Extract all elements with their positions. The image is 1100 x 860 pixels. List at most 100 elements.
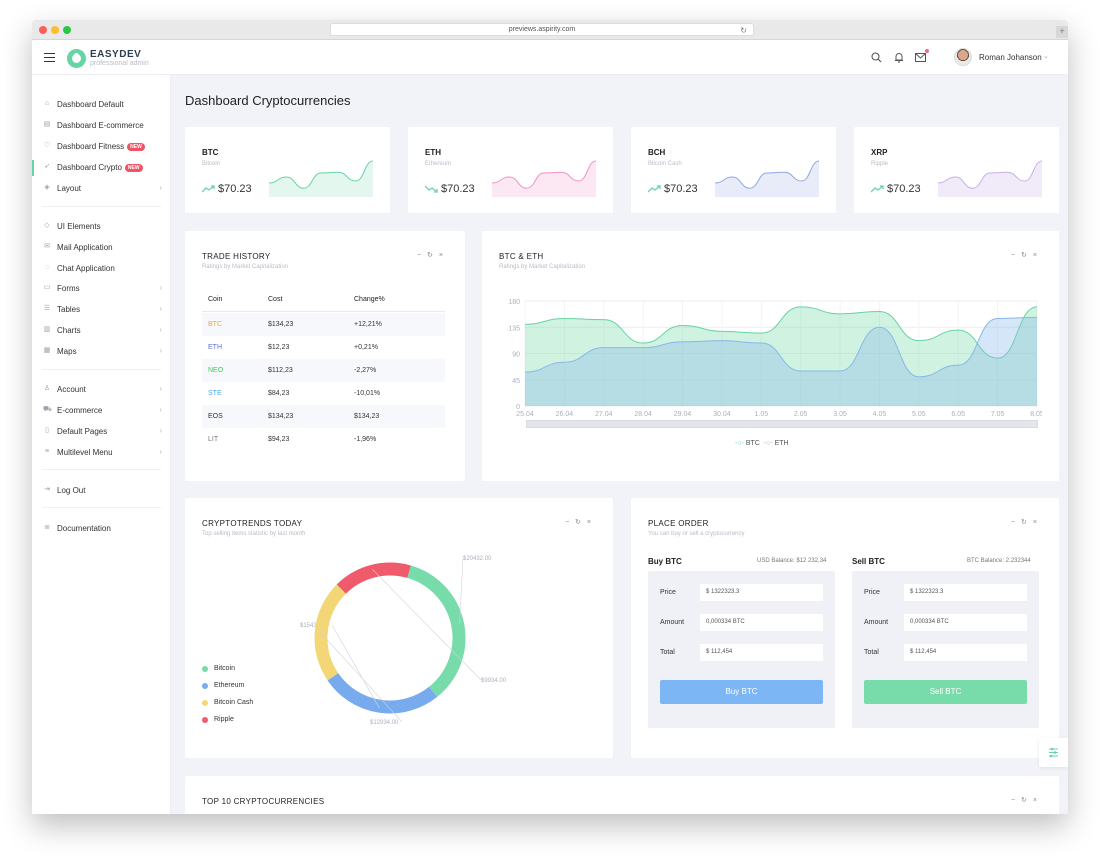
table-row[interactable]: STE $84,23 -10,01% (202, 382, 445, 405)
sidebar-item-documentation[interactable]: ≣ Documentation (32, 521, 171, 537)
hamburger-menu-icon[interactable] (44, 53, 55, 62)
buy-heading: Buy BTC (648, 557, 682, 566)
coin-price: $70.23 (218, 183, 252, 195)
buy-amount-input[interactable]: 0,000334 BTC (700, 614, 823, 631)
file-icon: ▭ (43, 284, 51, 291)
card-controls: −↻× (1011, 796, 1043, 804)
refresh-icon[interactable]: ↻ (427, 252, 439, 259)
table-row[interactable]: EOS $134,23 $134,23 (202, 405, 445, 428)
buy-button[interactable]: Buy BTC (660, 680, 823, 704)
avatar[interactable] (954, 48, 972, 66)
coin-price: $70.23 (441, 183, 475, 195)
sidebar-item-chat-application[interactable]: ◌ Chat Application (32, 261, 171, 277)
minimize-icon[interactable]: − (1010, 519, 1022, 526)
coin-card-eth[interactable]: ETH Ethereum $70.23 (408, 127, 613, 213)
table-row[interactable]: ETH $12,23 +0,21% (202, 336, 445, 359)
sidebar-item-label: Dashboard Crypto (57, 163, 122, 172)
refresh-icon[interactable]: ↻ (1021, 252, 1033, 259)
close-icon[interactable]: × (586, 519, 597, 526)
sidebar-item-tables[interactable]: ☰ Tables › (32, 302, 171, 318)
reload-icon[interactable]: ↻ (740, 26, 747, 35)
legend-label[interactable]: ETH (774, 440, 789, 447)
sell-amount-input[interactable]: 0,000334 BTC (904, 614, 1027, 631)
bell-icon[interactable] (894, 52, 904, 63)
x-tick-label: 3.05 (833, 411, 847, 418)
column-header: Coin (208, 296, 223, 303)
new-tab-button[interactable]: + (1056, 26, 1068, 38)
sidebar-item-layout[interactable]: ◈ Layout › (32, 181, 171, 197)
legend-label[interactable]: BTC (745, 440, 760, 447)
sell-total-input[interactable]: $ 112,454 (904, 644, 1027, 661)
home-icon: ⌂ (44, 100, 50, 107)
coin-name: Ripple (871, 161, 889, 167)
close-icon[interactable]: × (1032, 797, 1043, 804)
minimize-icon[interactable]: − (564, 519, 576, 526)
mail-icon[interactable] (915, 53, 926, 62)
sell-button[interactable]: Sell BTC (864, 680, 1027, 704)
chevron-right-icon: › (159, 447, 162, 456)
coin-price: $70.23 (887, 183, 921, 195)
sidebar-item-mail-application[interactable]: ✉ Mail Application (32, 240, 171, 256)
usd-balance: USD Balance: $12 232,34 (757, 558, 827, 564)
legend-marker: -○- (735, 440, 744, 447)
chart-zoom-slider[interactable] (526, 420, 1038, 428)
trend-up-icon (871, 185, 884, 193)
sidebar-item-dashboard-ecommerce[interactable]: ▤ Dashboard E-commerce (32, 118, 171, 134)
refresh-icon[interactable]: ↻ (1021, 519, 1033, 526)
coin-cell: ETH (208, 344, 222, 351)
minimize-window-button[interactable] (51, 26, 59, 34)
table-row[interactable]: NEO $112,23 -2,27% (202, 359, 445, 382)
buy-price-input[interactable]: $ 1322323.3 (700, 584, 823, 601)
sell-price-input[interactable]: $ 1322323.3 (904, 584, 1027, 601)
search-icon[interactable] (871, 52, 882, 63)
x-tick-label: 8.05 (1030, 411, 1042, 418)
trend-up-icon (648, 185, 661, 193)
sidebar-item-dashboard-crypto[interactable]: ➶ Dashboard Crypto NEW (32, 160, 171, 176)
close-icon[interactable]: × (438, 252, 449, 259)
heart-icon: ♡ (43, 142, 51, 149)
legend-dot (202, 666, 208, 672)
coin-card-bch[interactable]: BCH Bitcoin Cash $70.23 (631, 127, 836, 213)
minimize-icon[interactable]: − (416, 252, 428, 259)
sidebar-item-forms[interactable]: ▭ Forms › (32, 281, 171, 297)
table-row[interactable]: BTC $134,23 +12,21% (202, 313, 445, 336)
sidebar-item-label: Charts (57, 326, 81, 335)
sidebar-item-log-out[interactable]: ⇥ Log Out (32, 483, 171, 499)
minimize-icon[interactable]: − (1010, 797, 1022, 804)
sidebar-item-dashboard-fitness[interactable]: ♡ Dashboard Fitness NEW (32, 139, 171, 155)
coin-symbol: BTC (202, 148, 219, 157)
legend-label: Bitcoin Cash (214, 699, 254, 706)
sidebar-item-label: E-commerce (57, 406, 103, 415)
close-icon[interactable]: × (1032, 519, 1043, 526)
coin-card-btc[interactable]: BTC Bitcoin $70.23 (185, 127, 390, 213)
buy-total-input[interactable]: $ 112,454 (700, 644, 823, 661)
list-icon: ☰ (43, 305, 51, 312)
close-icon[interactable]: × (1032, 252, 1043, 259)
minimize-icon[interactable]: − (1010, 252, 1022, 259)
refresh-icon[interactable]: ↻ (1021, 797, 1033, 804)
table-row[interactable]: LIT $94,23 -1,96% (202, 428, 445, 451)
close-window-button[interactable] (39, 26, 47, 34)
sidebar-item-maps[interactable]: ▦ Maps › (32, 344, 171, 360)
card-title: PLACE ORDER (648, 519, 709, 528)
settings-toggle[interactable] (1039, 738, 1068, 767)
sidebar-item-default-pages[interactable]: ▯ Default Pages › (32, 424, 171, 440)
refresh-icon[interactable]: ↻ (575, 519, 587, 526)
username[interactable]: Roman Johanson (979, 53, 1042, 62)
address-bar[interactable]: previews.aspirity.com ↻ (330, 23, 754, 36)
sidebar-item-ui-elements[interactable]: ◇ UI Elements (32, 219, 171, 235)
maximize-window-button[interactable] (63, 26, 71, 34)
sidebar-item-account[interactable]: ♙ Account › (32, 382, 171, 398)
donut-chart[interactable]: $20432.00 $15432.00 $12934.00 $9934.00 (295, 548, 545, 748)
trend-down-icon (425, 185, 438, 193)
area-chart[interactable]: 0 45 90 135 180 25.04 26.04 27.04 28.04 29.04 30.0… (497, 286, 1042, 461)
donut-label-leader (372, 569, 482, 681)
address-text: previews.aspirity.com (508, 26, 576, 33)
sidebar-item-charts[interactable]: ▥ Charts › (32, 323, 171, 339)
coin-card-xrp[interactable]: XRP Ripple $70.23 (854, 127, 1059, 213)
sidebar-item-multilevel-menu[interactable]: ≡ Multilevel Menu › (32, 445, 171, 461)
chevron-down-icon[interactable]: ⌄ (1043, 53, 1049, 60)
trade-history-card: TRADE HISTORY Ratings by Market Capitali… (185, 231, 465, 481)
sidebar-item-ecommerce[interactable]: ⛟ E-commerce › (32, 403, 171, 419)
sidebar-item-dashboard-default[interactable]: ⌂ Dashboard Default (32, 97, 171, 113)
